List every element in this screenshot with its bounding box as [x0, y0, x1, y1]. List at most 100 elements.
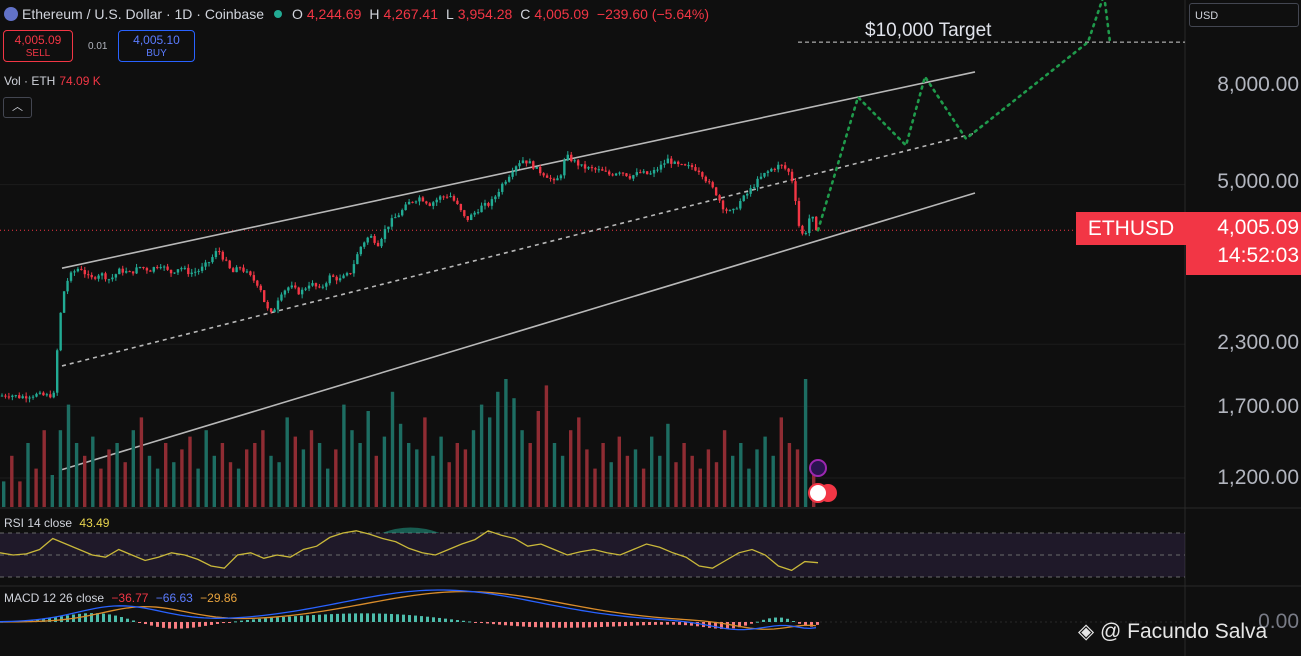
macd-histogram-bar [282, 616, 285, 622]
candle [73, 271, 76, 273]
volume-bar [74, 443, 79, 507]
rsi-legend[interactable]: RSI 14 close 43.49 [4, 516, 109, 530]
candle [542, 173, 545, 176]
macd-histogram-bar [630, 622, 633, 626]
candle [473, 212, 476, 215]
candle [511, 171, 514, 177]
candle [804, 233, 808, 235]
volume-bar [560, 455, 565, 507]
volume-bar [358, 443, 362, 507]
candle [235, 267, 238, 273]
candle [321, 286, 325, 288]
macd-histogram-bar [810, 622, 813, 627]
macd-histogram-bar [516, 622, 519, 627]
macd-histogram-bar [504, 622, 507, 626]
volume-bar [350, 430, 354, 507]
candle [507, 176, 511, 182]
candle [539, 166, 542, 174]
volume-bar [196, 468, 200, 507]
candle [711, 182, 714, 188]
macd-histogram-bar [438, 617, 441, 622]
macd-histogram-bar [756, 621, 759, 623]
sell-button[interactable]: 4,005.09 SELL [3, 30, 73, 62]
candle [218, 251, 221, 253]
candle [635, 172, 638, 176]
volume-bar [803, 379, 808, 507]
macd-label: MACD 12 26 close [4, 591, 105, 605]
candle [7, 396, 11, 398]
volume-bar [34, 468, 38, 507]
candle [294, 285, 297, 288]
candle [238, 267, 242, 269]
candle [725, 209, 728, 211]
volume-bar [58, 430, 63, 507]
volume-bar [601, 443, 605, 507]
candle [749, 188, 752, 194]
candle [421, 197, 425, 202]
candle [756, 178, 759, 188]
macd-histogram-bar [42, 618, 45, 622]
macd-histogram-bar [180, 622, 183, 629]
volume-bar [625, 455, 630, 507]
volume-bar [155, 468, 160, 507]
macd-histogram-bar [348, 613, 351, 622]
candle [176, 269, 180, 273]
candle [445, 196, 449, 198]
macd-legend[interactable]: MACD 12 26 close −36.77 −66.63 −29.86 [4, 591, 237, 605]
volume-bar [261, 430, 265, 507]
candle [649, 173, 652, 175]
rsi-line [0, 530, 819, 572]
macd-histogram-bar [798, 622, 801, 624]
candle [611, 174, 614, 176]
sell-price: 4,005.09 [14, 33, 62, 47]
volume-bar [795, 449, 800, 507]
macd-histogram-bar [426, 616, 429, 622]
candle [35, 393, 38, 397]
candle [535, 166, 538, 169]
candle [214, 251, 218, 258]
volume-bar [658, 455, 662, 507]
candle [739, 201, 742, 209]
candle [87, 274, 90, 276]
candle [245, 271, 249, 273]
candle [90, 274, 93, 278]
macd-histogram-bar [600, 622, 603, 627]
candle [204, 262, 207, 267]
collapse-legend-button[interactable]: ︿ [3, 97, 32, 118]
macd-histogram-bar [450, 619, 453, 622]
volume-bar [585, 449, 589, 507]
macd-histogram-bar [414, 615, 417, 622]
macd-histogram-bar [138, 622, 141, 623]
candle [732, 208, 735, 211]
volume-bar [504, 379, 508, 507]
macd-histogram-bar [816, 622, 819, 625]
candle [514, 166, 518, 172]
volume-bar [609, 462, 613, 507]
candle [269, 308, 273, 312]
macd-histogram-bar [342, 613, 345, 622]
candle [518, 163, 521, 167]
candle [414, 201, 418, 203]
buy-button[interactable]: 4,005.10 BUY [118, 30, 195, 62]
currency-selector[interactable]: USD [1189, 3, 1299, 27]
symbol-header[interactable]: Ethereum / U.S. Dollar · 1D · Coinbase O… [4, 6, 713, 22]
volume-bar [763, 436, 767, 507]
macd-histogram-bar [186, 622, 189, 629]
candle [332, 275, 335, 277]
volume-bar [496, 391, 500, 507]
macd-histogram-bar [252, 619, 255, 622]
volume-bar [236, 468, 241, 507]
macd-histogram-bar [456, 620, 459, 622]
open-label: O [291, 6, 303, 22]
candle [356, 254, 359, 265]
macd-histogram-bar [90, 613, 93, 622]
last-price-label: 4,005.09 14:52:03 [1186, 212, 1301, 275]
volume-bar [455, 443, 459, 507]
macd-histogram-bar [624, 622, 627, 627]
candle [0, 395, 4, 397]
volume-bar [50, 475, 54, 507]
macd-histogram-bar [618, 622, 621, 627]
volume-bar [633, 449, 638, 507]
volume-legend[interactable]: Vol · ETH 74.09 K [4, 74, 101, 88]
